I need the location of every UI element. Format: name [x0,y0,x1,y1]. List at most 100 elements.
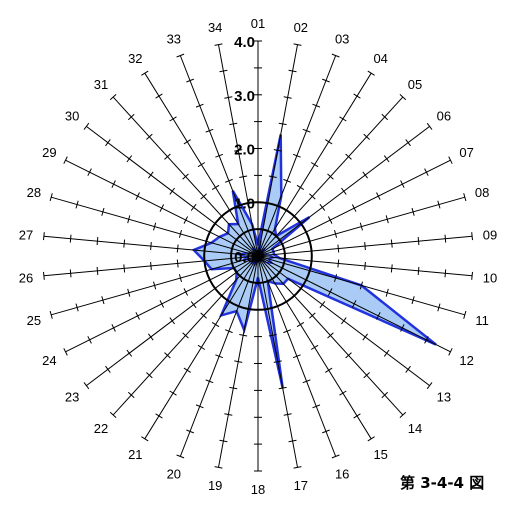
tick-mark [367,436,375,442]
category-label-25: 25 [27,313,41,328]
tick-mark [234,149,243,152]
tick-mark [327,173,334,180]
tick-mark [105,139,111,147]
category-label-32: 32 [128,51,142,66]
category-label-03: 03 [335,32,349,47]
tick-mark [444,269,447,278]
tick-mark [283,96,292,99]
tick-mark [325,367,333,373]
tick-mark [176,259,179,268]
tick-mark [205,379,214,384]
tick-mark [155,413,163,419]
category-label-04: 04 [373,51,387,66]
tick-mark [195,404,204,409]
tick-label-layer: 0.0 1.0 2.0 3.0 4.0 [234,34,255,266]
tick-mark [219,439,228,443]
tick-mark [353,413,361,419]
tick-mark [176,454,185,459]
tick-mark [399,411,407,418]
tick-mark [292,153,301,158]
tick-mark [101,207,105,216]
tick-mark [424,336,429,344]
tick-mark [127,391,135,399]
category-label-10: 10 [483,271,497,286]
category-label-16: 16 [335,466,349,481]
tick-mark [183,288,189,296]
tick-mark [363,372,370,379]
tick-mark [390,264,393,273]
radial-tick-label: 1.0 [234,195,255,212]
tick-mark [296,184,305,191]
tick-mark [399,94,407,101]
category-label-28: 28 [27,185,41,200]
tick-mark [87,336,92,344]
tick-mark [96,237,99,246]
tick-mark [169,390,177,396]
tick-mark [214,466,223,469]
tick-mark [337,259,340,268]
tick-mark [340,317,347,325]
tick-mark [169,317,176,325]
category-label-33: 33 [167,32,181,47]
tick-mark [331,53,340,58]
tick-mark [400,324,405,332]
category-label-02: 02 [294,20,308,35]
tick-mark [340,187,347,195]
reference-circle-1 [203,201,313,311]
tick-mark [322,78,330,83]
tick-mark [234,360,243,363]
tick-mark [325,139,333,145]
tick-mark [339,116,347,122]
tick-mark [385,215,389,224]
tick-mark [381,113,389,121]
reference-circle-layer [203,201,313,311]
category-label-23: 23 [65,389,79,404]
tick-mark [63,156,68,164]
tick-mark [268,334,277,337]
tick-mark [215,354,224,359]
tick-mark [135,312,140,320]
tick-mark [127,288,131,297]
tick-mark [463,193,467,202]
tick-mark [426,382,433,390]
tick-mark [283,178,292,183]
tick-mark [417,237,420,246]
tick-mark [334,229,338,238]
category-label-17: 17 [294,478,308,493]
tick-mark [351,300,357,308]
tick-mark [123,239,126,248]
tick-mark [211,184,220,191]
tick-mark [405,365,411,373]
tick-mark [239,175,248,178]
tick-mark [293,43,302,46]
tick-mark [353,93,361,99]
tick-mark [123,264,126,273]
tick-mark [383,155,390,163]
tick-mark [147,171,154,179]
tick-mark [463,310,467,319]
tick-mark [49,193,53,202]
tick-mark [126,349,133,357]
tick-mark [400,180,405,188]
tick-mark [169,187,176,195]
tick-mark [75,200,79,209]
tick-mark [426,122,433,130]
tick-mark [43,232,45,241]
tick-mark [448,348,453,356]
tick-mark [312,103,321,108]
tick-mark [364,242,366,251]
tick-mark [327,332,334,339]
category-label-11: 11 [475,313,489,328]
tick-mark [141,436,149,442]
tick-mark [87,168,92,176]
tick-mark [155,93,163,99]
tick-mark [327,216,333,224]
tick-mark [147,333,154,341]
tick-mark [359,281,363,290]
tick-mark [176,53,185,58]
tick-mark [345,153,352,160]
tick-mark [224,329,233,334]
tick-mark [197,344,206,350]
tick-mark [127,215,131,224]
tick-mark [273,360,282,363]
